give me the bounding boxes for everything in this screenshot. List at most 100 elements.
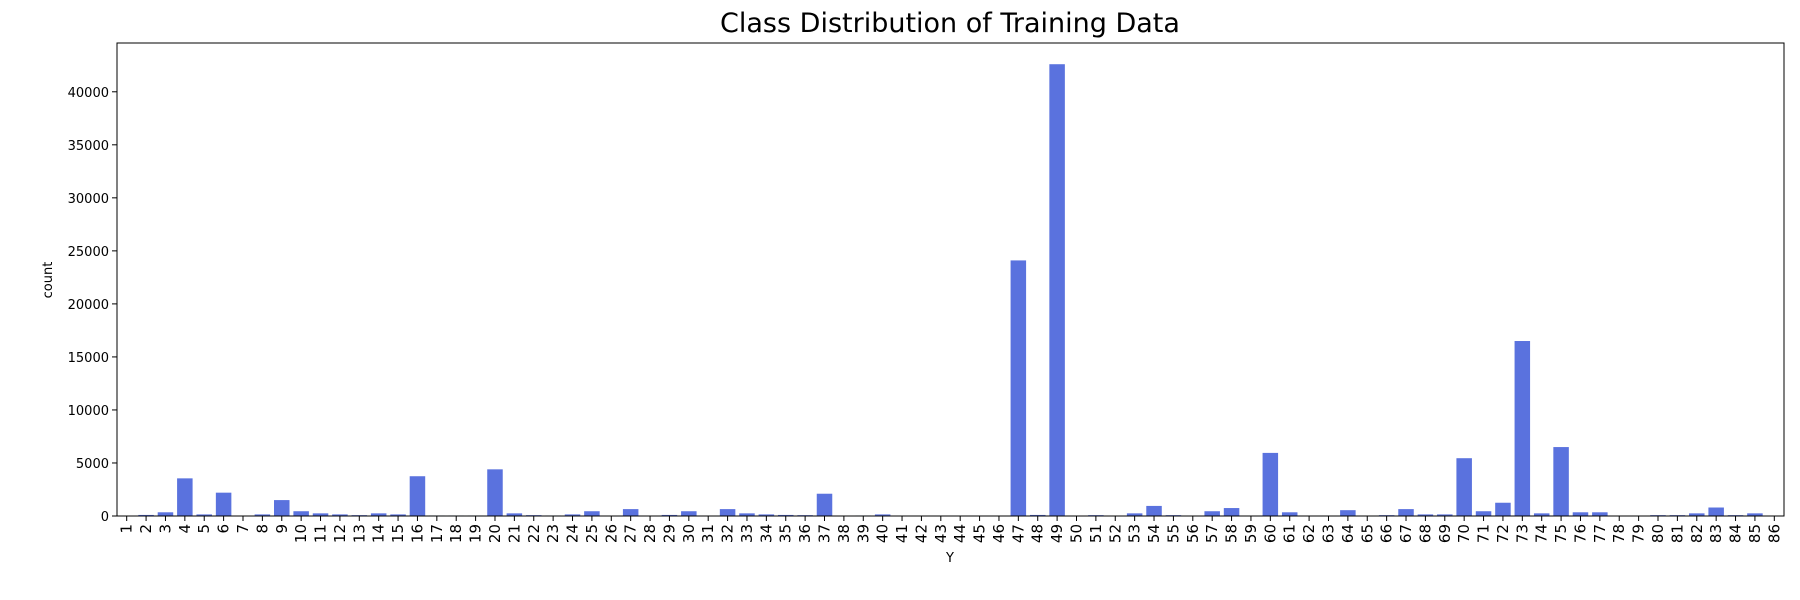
bar (1146, 505, 1162, 516)
x-tick-label: 83 (1707, 524, 1725, 543)
bar (1747, 513, 1763, 516)
x-tick-label: 75 (1552, 524, 1570, 543)
bar (390, 514, 406, 516)
x-tick-label: 72 (1494, 524, 1512, 543)
y-tick-label: 20000 (68, 298, 109, 313)
x-tick-label: 43 (932, 524, 950, 543)
y-tick-label: 0 (101, 510, 109, 525)
x-tick-label: 63 (1319, 524, 1337, 543)
bar (1010, 260, 1027, 516)
bar (274, 500, 290, 516)
x-tick-label: 1 (118, 524, 136, 534)
x-tick-label: 40 (874, 524, 892, 543)
x-tick-label: 77 (1591, 524, 1609, 543)
bar (312, 513, 329, 516)
bar (1281, 512, 1298, 516)
bar (293, 511, 309, 516)
bar (196, 514, 212, 516)
bar (138, 514, 154, 516)
x-tick-label: 73 (1513, 524, 1531, 543)
x-tick-label: 47 (1009, 524, 1027, 543)
y-tick-label: 5000 (76, 457, 109, 472)
x-tick-label: 16 (408, 524, 426, 543)
x-tick-label: 52 (1106, 524, 1124, 543)
bar (215, 492, 232, 516)
bar (254, 514, 271, 516)
bar (1475, 511, 1492, 516)
x-tick-label: 81 (1668, 524, 1686, 543)
bar (1204, 511, 1220, 516)
x-tick-label: 33 (738, 524, 756, 543)
y-tick-label: 10000 (68, 404, 109, 419)
x-tick-label: 14 (370, 524, 388, 543)
bar (719, 509, 736, 516)
bar (874, 514, 891, 516)
x-tick-label: 60 (1261, 524, 1279, 543)
x-tick-label: 48 (1029, 524, 1047, 543)
bar (564, 514, 581, 516)
x-tick-label: 58 (1223, 524, 1241, 543)
x-tick-label: 5 (195, 524, 213, 534)
bar (409, 476, 426, 516)
x-tick-label: 76 (1571, 524, 1589, 543)
x-tick-label: 18 (447, 524, 465, 543)
bar (1592, 512, 1608, 516)
bar (506, 513, 523, 516)
x-tick-label: 71 (1475, 524, 1493, 543)
bar (332, 514, 348, 516)
x-tick-label: 7 (234, 524, 252, 534)
bar (1689, 513, 1705, 516)
x-tick-label: 68 (1416, 524, 1434, 543)
bar (1572, 512, 1589, 516)
x-tick-label: 22 (525, 524, 543, 543)
x-tick-label: 38 (835, 524, 853, 543)
bar (1029, 514, 1046, 516)
x-tick-label: 15 (389, 524, 407, 543)
bar (661, 514, 678, 516)
x-tick-label: 3 (156, 524, 174, 534)
y-axis-label: count (41, 262, 56, 299)
x-tick-label: 62 (1300, 524, 1318, 543)
x-tick-label: 39 (854, 524, 872, 543)
bar (777, 514, 794, 516)
y-tick-label: 25000 (68, 245, 109, 260)
x-tick-label: 37 (816, 524, 834, 543)
bar (1708, 507, 1724, 516)
x-tick-label: 45 (971, 524, 989, 543)
y-tick-label: 35000 (68, 139, 109, 154)
x-tick-label: 42 (912, 524, 930, 543)
y-tick-label: 30000 (68, 192, 109, 207)
x-tick-label: 25 (583, 524, 601, 543)
x-tick-label: 57 (1203, 524, 1221, 543)
x-tick-label: 35 (777, 524, 795, 543)
x-tick-label: 29 (660, 524, 678, 543)
x-tick-label: 55 (1164, 524, 1182, 543)
x-tick-label: 79 (1630, 524, 1648, 543)
x-tick-label: 85 (1746, 524, 1764, 543)
bar (758, 514, 775, 516)
bar (1533, 513, 1550, 516)
bar (1340, 510, 1356, 516)
x-tick-label: 69 (1436, 524, 1454, 543)
x-tick-label: 34 (757, 524, 775, 543)
x-tick-label: 4 (176, 524, 194, 534)
x-tick-label: 64 (1339, 524, 1357, 543)
x-tick-label: 59 (1242, 524, 1260, 543)
bar (177, 478, 193, 516)
x-tick-label: 30 (680, 524, 698, 543)
x-tick-label: 80 (1649, 524, 1667, 543)
bar (1437, 514, 1453, 516)
bar (816, 493, 833, 516)
x-tick-label: 46 (990, 524, 1008, 543)
bar (1049, 64, 1065, 517)
bar (1398, 509, 1414, 516)
bar (1417, 514, 1434, 516)
bar (1126, 513, 1143, 516)
bar (1514, 341, 1531, 516)
x-tick-label: 53 (1126, 524, 1144, 543)
bar (487, 469, 503, 516)
x-tick-label: 61 (1281, 524, 1299, 543)
x-tick-label: 21 (505, 524, 523, 543)
bar (681, 511, 697, 516)
